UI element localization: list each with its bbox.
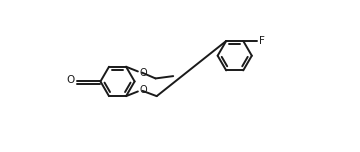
Text: O: O [140,68,147,78]
Text: O: O [66,75,75,85]
Text: F: F [259,36,265,46]
Text: O: O [140,85,148,95]
